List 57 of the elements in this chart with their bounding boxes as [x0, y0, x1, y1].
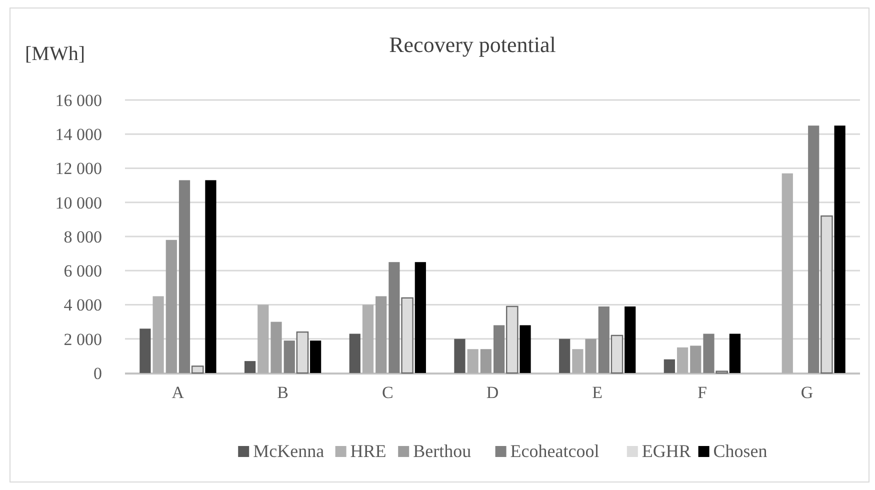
bar: [205, 180, 216, 373]
y-tick-label: 8 000: [64, 227, 102, 246]
x-tick-label: C: [382, 383, 394, 402]
bar: [782, 173, 793, 373]
y-tick-label: 0: [94, 364, 102, 383]
y-tick-label: 16 000: [55, 90, 102, 110]
bar: [520, 325, 531, 373]
bar: [729, 334, 741, 373]
legend-label: Berthou: [413, 441, 472, 461]
bar: [349, 334, 360, 373]
x-tick-label: B: [277, 383, 288, 402]
bar: [152, 296, 164, 373]
chart-title: Recovery potential: [389, 32, 556, 57]
legend-label: McKenna: [253, 441, 324, 461]
bar: [270, 322, 282, 373]
y-tick-label: 4 000: [64, 296, 102, 315]
x-tick-label: D: [486, 383, 499, 402]
bar: [834, 126, 846, 373]
bar: [244, 361, 256, 373]
bar: [703, 334, 714, 373]
bar: [808, 126, 820, 373]
bar: [258, 304, 269, 373]
bar: [362, 304, 374, 373]
y-tick-label: 12 000: [55, 159, 102, 178]
bar: [598, 306, 610, 373]
y-tick-label: 2 000: [64, 330, 102, 349]
y-tick-label: 6 000: [64, 262, 102, 281]
bar: [559, 338, 570, 373]
bar: [664, 359, 675, 373]
bar: [140, 328, 151, 373]
bar: [572, 349, 584, 373]
bar: [166, 240, 177, 373]
x-tick-label: A: [172, 383, 185, 402]
y-tick-label: 14 000: [55, 125, 102, 144]
y-axis-title: [MWh]: [25, 43, 85, 65]
bar: [454, 338, 466, 373]
bar: [624, 306, 636, 373]
x-tick-label: F: [697, 383, 707, 402]
bar: [310, 340, 322, 373]
bar: [690, 346, 702, 373]
bar: [388, 262, 400, 373]
bar: [467, 349, 478, 373]
bar: [414, 262, 426, 373]
bar: [480, 349, 492, 373]
bar: [284, 340, 295, 373]
x-tick-label: E: [592, 383, 603, 402]
bar: [376, 296, 387, 373]
bar: [494, 325, 505, 373]
legend-label: HRE: [350, 441, 386, 461]
legend-label: Ecoheatcool: [510, 441, 600, 461]
x-tick-label: G: [800, 383, 814, 402]
legend-label: EGHR: [642, 441, 691, 461]
bar: [676, 347, 688, 373]
y-tick-label: 10 000: [55, 193, 102, 212]
bar: [585, 338, 596, 373]
bar: [178, 180, 190, 373]
legend-label: Chosen: [713, 441, 768, 461]
